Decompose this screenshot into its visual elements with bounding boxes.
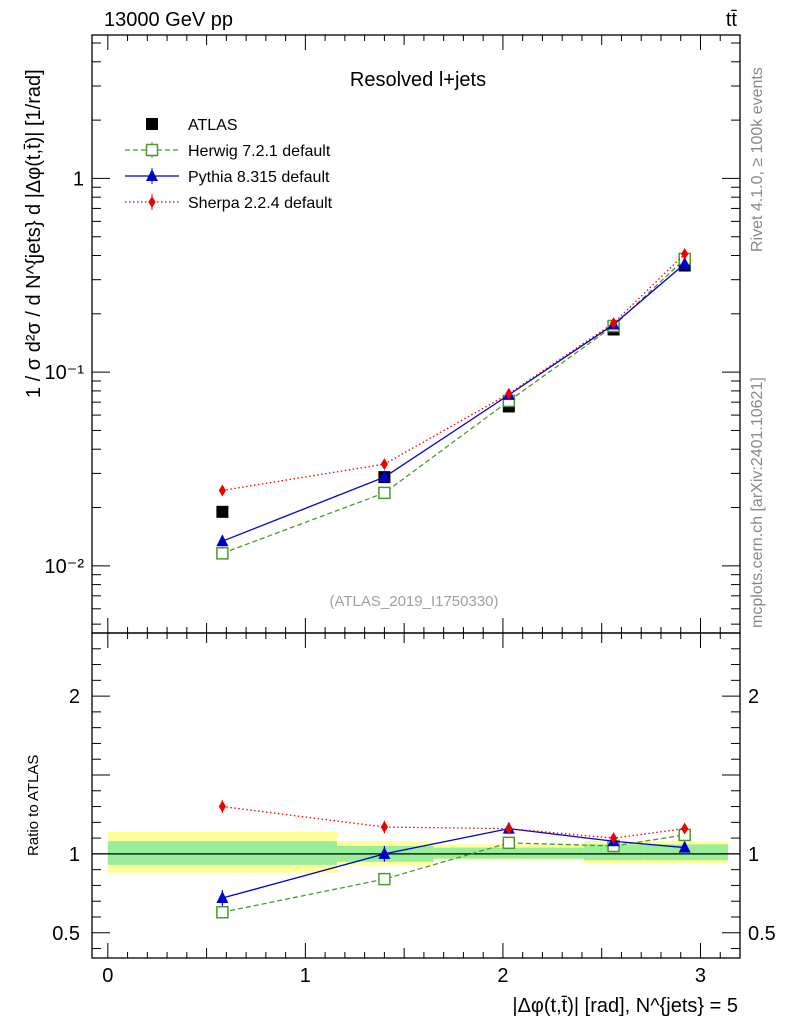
ratio-point-sherpa (218, 800, 226, 813)
band-inner-3 (583, 844, 644, 861)
main-y-tick-label: 10⁻² (45, 556, 85, 578)
main-point-herwig (378, 486, 391, 500)
legend-label-herwig: Herwig 7.2.1 default (188, 143, 331, 160)
process-label: tt̄ (726, 9, 738, 31)
x-tick-label: 1 (300, 965, 311, 987)
ratio-point-pythia (378, 846, 391, 859)
series-layer (216, 248, 691, 919)
main-y-tick-label: 1 (73, 168, 84, 190)
x-tick-label: 3 (695, 965, 706, 987)
main-series-atlas (216, 259, 691, 518)
main-point-atlas (216, 505, 229, 518)
legend-marker-sherpa (148, 196, 156, 208)
axis-ticks (92, 35, 741, 958)
legend-entry-pythia: Pythia 8.315 default (125, 168, 330, 186)
main-line-sherpa (222, 253, 686, 492)
main-point-herwig (216, 547, 229, 560)
main-point-sherpa (218, 484, 226, 497)
main-point-sherpa (380, 458, 388, 471)
ratio-point-sherpa (609, 832, 618, 845)
main-y-tick-label: 10⁻¹ (45, 362, 85, 384)
x-tick-label: 0 (102, 965, 113, 987)
ratio-point-herwig (502, 836, 516, 850)
main-series-pythia (216, 256, 691, 547)
ratio-point-herwig (378, 872, 391, 886)
legend-marker-pythia (146, 169, 158, 181)
main-point-sherpa (505, 387, 513, 400)
energy-label: 13000 GeV pp (104, 9, 233, 31)
chart-title: Resolved l+jets (350, 69, 486, 91)
main-line-pythia (222, 263, 686, 542)
ratio-y-tick-label-left: 0.5 (52, 923, 80, 945)
legend-label-atlas: ATLAS (188, 117, 238, 134)
legend-entry-herwig: Herwig 7.2.1 default (125, 142, 331, 160)
main-point-sherpa (609, 317, 618, 330)
main-series-sherpa (218, 248, 689, 497)
legend-label-pythia: Pythia 8.315 default (188, 169, 330, 186)
ratio-point-sherpa (681, 822, 689, 835)
band-inner-0 (107, 841, 337, 865)
ratio-line-sherpa (222, 805, 685, 839)
ratio-uncertainty-bands (107, 831, 729, 873)
ratio-y-tick-label-left: 2 (69, 686, 80, 708)
main-point-pythia (378, 470, 391, 483)
main-series-herwig (216, 252, 691, 560)
legend-entry-atlas: ATLAS (146, 117, 238, 134)
ratio-frame (91, 632, 741, 959)
mcplots-label: mcplots.cern.ch [arXiv:2401.10621] (749, 377, 766, 628)
ratio-point-sherpa (380, 821, 388, 834)
x-axis-label: |Δφ(t,t̄)| [rad], N^{jets} = 5 (512, 995, 738, 1017)
analysis-watermark: (ATLAS_2019_I1750330) (329, 593, 498, 610)
ratio-point-sherpa (505, 822, 513, 835)
main-line-herwig (222, 258, 686, 554)
ratio-series-sherpa (218, 800, 689, 845)
main-point-pythia (678, 256, 691, 269)
main-y-axis-label: 1 / σ d²σ / d N^{jets} d |Δφ(t,t̄)| [1/r… (23, 69, 45, 398)
ratio-y-tick-label-left: 1 (69, 844, 80, 866)
ratio-y-axis-label: Ratio to ATLAS (25, 755, 42, 856)
band-inner-2 (433, 847, 584, 859)
legend-label-sherpa: Sherpa 2.2.4 default (188, 195, 333, 212)
main-point-pythia (216, 534, 229, 547)
text-layer: 0 1 2 3 1 10⁻¹ 10⁻² 2 2 1 1 0.5 0.5 13000 GeV pp tt̄ Re… (23, 9, 776, 1017)
main-point-sherpa (681, 248, 689, 261)
axes-frame (91, 34, 741, 959)
legend: ATLAS Herwig 7.2.1 default Pythia 8.315 de… (125, 117, 333, 212)
legend-entry-sherpa: Sherpa 2.2.4 default (125, 194, 333, 212)
rivet-label: Rivet 4.1.0, ≥ 100k events (749, 67, 766, 252)
legend-marker-atlas (146, 118, 158, 130)
legend-marker-herwig (145, 143, 159, 157)
ratio-y-tick-label-right: 2 (748, 686, 759, 708)
ratio-point-pythia (678, 840, 691, 853)
ratio-point-herwig (216, 905, 229, 919)
ratio-point-pythia (216, 891, 229, 904)
ratio-y-tick-label-right: 1 (748, 844, 759, 866)
ratio-y-tick-label-right: 0.5 (748, 923, 776, 945)
x-tick-label: 2 (497, 965, 508, 987)
